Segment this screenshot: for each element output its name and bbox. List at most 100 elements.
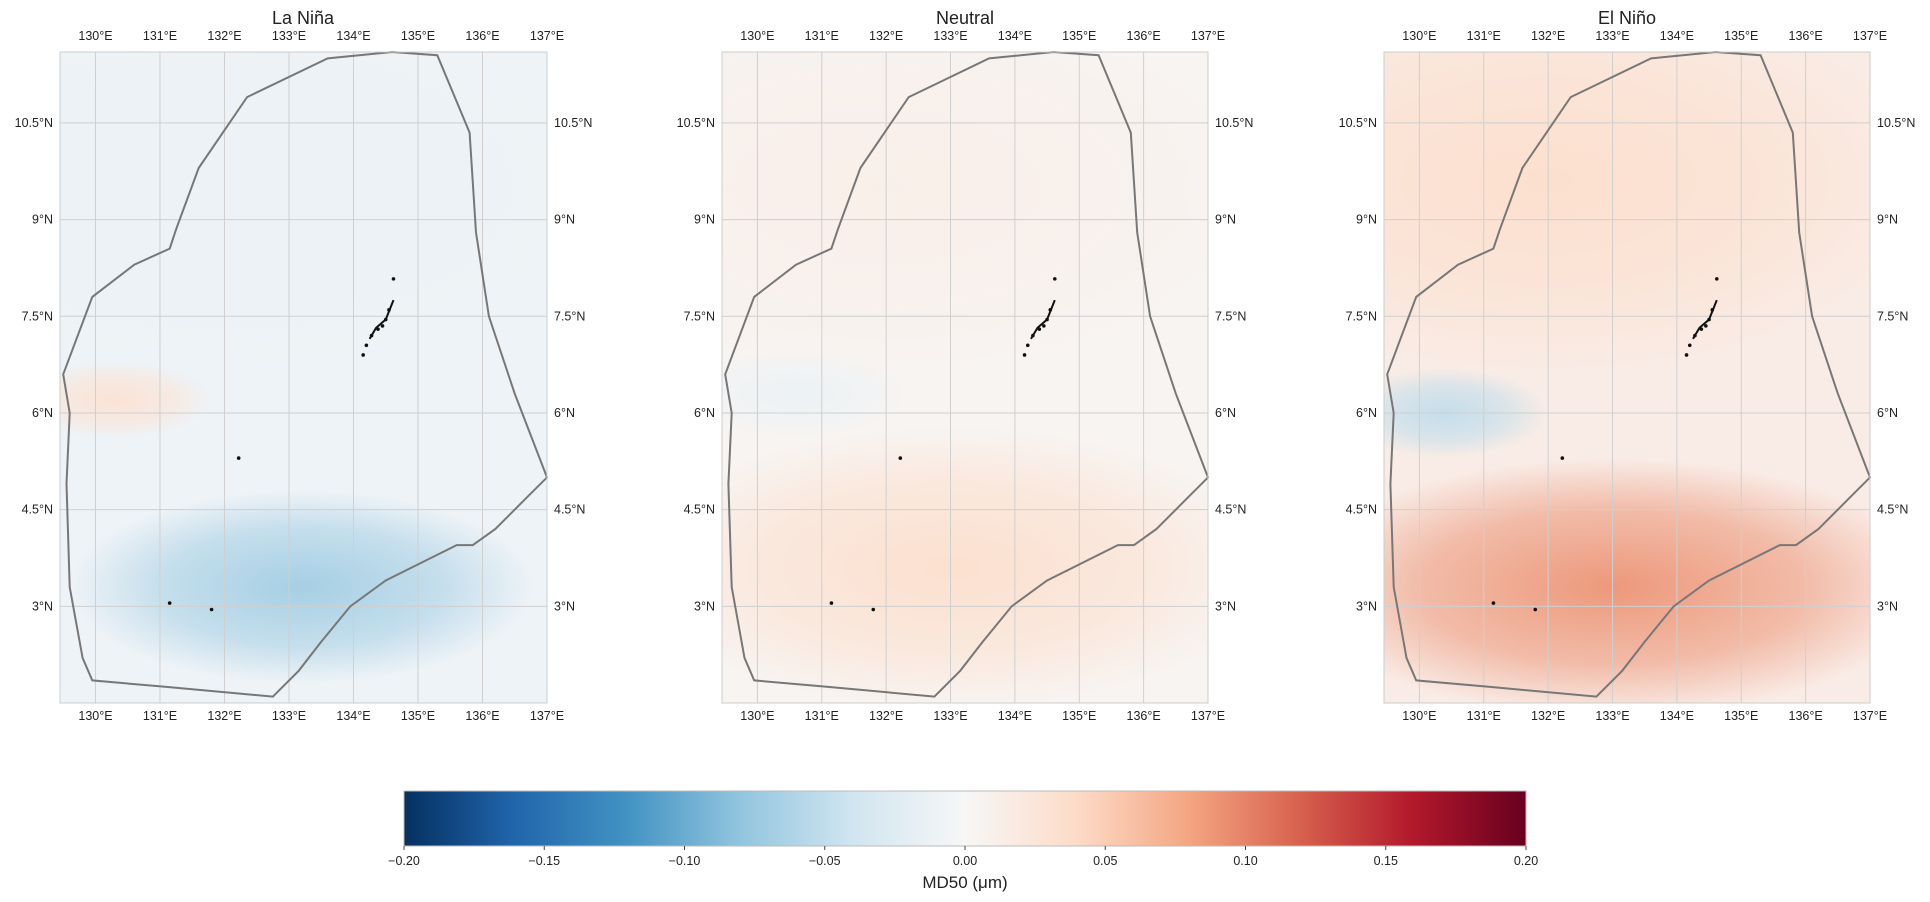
lon-tick-label-top: 133°E — [1595, 29, 1629, 43]
lon-tick-label-top: 131°E — [143, 29, 177, 43]
colorbar-tick-label: 0.00 — [953, 854, 977, 868]
colorbar-tick-label: −0.10 — [669, 854, 701, 868]
panel-title: Neutral — [936, 8, 994, 28]
lon-tick-label-bottom: 134°E — [998, 709, 1032, 723]
lat-tick-label-right: 4.5°N — [1215, 503, 1246, 517]
lat-tick-label-left: 9°N — [1356, 213, 1377, 227]
lat-tick-label-left: 10.5°N — [1339, 116, 1377, 130]
lat-tick-label-left: 4.5°N — [1346, 503, 1377, 517]
anomaly-region — [722, 425, 1208, 703]
lat-tick-label-right: 6°N — [554, 406, 575, 420]
lat-tick-label-left: 3°N — [1356, 599, 1377, 613]
lat-tick-label-right: 10.5°N — [1215, 116, 1253, 130]
island-marker — [236, 456, 241, 460]
islands — [829, 277, 1057, 612]
lon-tick-label-bottom: 137°E — [1191, 709, 1225, 723]
eez-boundary — [1386, 50, 1872, 698]
lon-tick-label-top: 134°E — [998, 29, 1032, 43]
map-panel-el-nino: El Niño 130°E130°E131°E131°E132°E132°E13… — [1339, 8, 1916, 723]
lon-tick-label-bottom: 136°E — [465, 709, 499, 723]
lat-tick-label-right: 3°N — [1877, 599, 1898, 613]
lat-tick-label-left: 7.5°N — [22, 309, 53, 323]
lon-tick-label-top: 132°E — [207, 29, 241, 43]
lon-tick-label-top: 136°E — [1789, 29, 1823, 43]
lon-tick-label-bottom: 130°E — [1402, 709, 1436, 723]
colorbar-tick-label: 0.15 — [1374, 854, 1398, 868]
lon-tick-label-top: 136°E — [1127, 29, 1161, 43]
island-marker — [1560, 456, 1565, 460]
colorbar-tick-label: 0.20 — [1514, 854, 1538, 868]
anomaly-region — [60, 52, 547, 381]
lon-tick-label-bottom: 135°E — [1062, 709, 1096, 723]
island-marker — [871, 607, 876, 612]
lon-tick-label-bottom: 131°E — [1467, 709, 1501, 723]
island-marker — [380, 324, 385, 328]
lon-tick-label-bottom: 134°E — [1660, 709, 1694, 723]
palau-main-islands — [368, 299, 395, 340]
lat-tick-label-right: 9°N — [554, 213, 575, 227]
lon-tick-label-bottom: 132°E — [869, 709, 903, 723]
lat-tick-label-left: 4.5°N — [22, 503, 53, 517]
panel-title: La Niña — [272, 8, 335, 28]
lat-tick-label-left: 6°N — [694, 406, 715, 420]
lon-tick-label-top: 137°E — [1191, 29, 1225, 43]
island-marker — [1025, 343, 1030, 348]
lon-tick-label-top: 130°E — [78, 29, 112, 43]
lat-tick-label-right: 10.5°N — [554, 116, 592, 130]
lat-tick-label-right: 3°N — [554, 599, 575, 613]
lon-tick-label-top: 137°E — [1853, 29, 1887, 43]
island-marker — [1022, 353, 1027, 357]
lat-tick-label-right: 6°N — [1877, 406, 1898, 420]
lon-tick-label-top: 132°E — [869, 29, 903, 43]
lon-tick-label-top: 136°E — [465, 29, 499, 43]
lon-tick-label-top: 134°E — [1660, 29, 1694, 43]
islands — [1491, 277, 1719, 612]
axis-tick-labels: 130°E 130°E 131°E 131°E 132°E 132°E 133°E 133°E… — [15, 29, 593, 723]
lon-tick-label-top: 131°E — [1467, 29, 1501, 43]
lat-tick-label-right: 4.5°N — [1877, 503, 1908, 517]
island-marker — [1533, 607, 1538, 612]
island-marker — [1687, 343, 1692, 348]
lon-tick-label-bottom: 137°E — [530, 709, 564, 723]
lon-tick-label-bottom: 132°E — [1531, 709, 1565, 723]
palau-main-islands — [1030, 299, 1056, 340]
lat-tick-label-left: 7.5°N — [684, 309, 715, 323]
lat-tick-label-left: 6°N — [1356, 406, 1377, 420]
lat-tick-label-left: 10.5°N — [677, 116, 715, 130]
lon-tick-label-top: 134°E — [336, 29, 370, 43]
lat-tick-label-right: 7.5°N — [1877, 309, 1908, 323]
map-frame — [721, 51, 1209, 704]
island-marker — [361, 353, 365, 357]
axis-tick-labels: 130°E 130°E 131°E 131°E 132°E 132°E 133°E 133°E… — [1339, 29, 1916, 723]
islands — [167, 277, 396, 612]
colorbar-tick-label: −0.20 — [388, 854, 420, 868]
map-frame — [59, 51, 548, 704]
colorbar: −0.20 −0.15 −0.10 −0.05 0.00 0.05 0.10 0.15 0.20… — [388, 790, 1538, 892]
island-marker — [829, 601, 834, 605]
axis-tick-labels: 130°E 130°E 131°E 131°E 132°E 132°E 133°E 133°E… — [677, 29, 1254, 723]
lon-tick-label-bottom: 135°E — [1724, 709, 1758, 723]
anomaly-region — [69, 490, 535, 684]
island-marker — [898, 456, 903, 460]
panel-title: El Niño — [1598, 8, 1656, 28]
lat-tick-label-left: 9°N — [694, 213, 715, 227]
lon-tick-label-bottom: 136°E — [1789, 709, 1823, 723]
lon-tick-label-top: 135°E — [1062, 29, 1096, 43]
island-marker — [1704, 324, 1708, 328]
lon-tick-label-top: 130°E — [740, 29, 774, 43]
island-marker — [1052, 277, 1057, 281]
lat-tick-label-right: 7.5°N — [1215, 309, 1246, 323]
colorbar-ticks: −0.20 −0.15 −0.10 −0.05 0.00 0.05 0.10 0.15 0.20 — [388, 846, 1538, 868]
lon-tick-label-top: 131°E — [805, 29, 839, 43]
island-marker — [1491, 601, 1496, 605]
island-marker — [1684, 353, 1689, 357]
lon-tick-label-top: 133°E — [272, 29, 306, 43]
lat-tick-label-right: 3°N — [1215, 599, 1236, 613]
lon-tick-label-bottom: 133°E — [1595, 709, 1629, 723]
lat-tick-label-left: 9°N — [32, 213, 53, 227]
anomaly-region — [60, 361, 212, 439]
lat-tick-label-right: 7.5°N — [554, 309, 585, 323]
lon-tick-label-top: 137°E — [530, 29, 564, 43]
lat-tick-label-left: 6°N — [32, 406, 53, 420]
